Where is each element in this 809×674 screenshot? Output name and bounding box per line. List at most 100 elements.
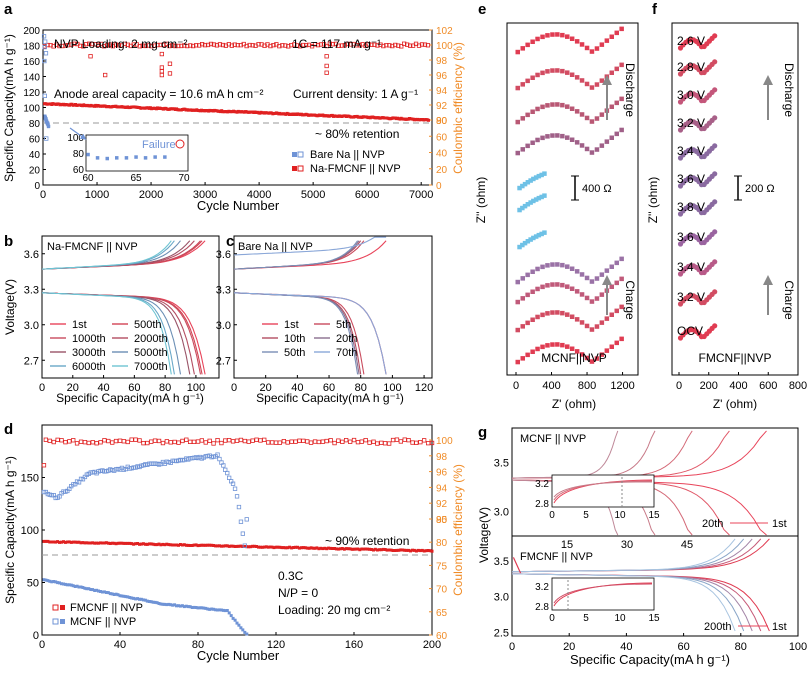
capacity-point-mcnf	[167, 602, 171, 606]
efficiency-point-fmcnf	[244, 43, 249, 49]
nyquist-point-e	[531, 176, 536, 182]
capacity-point-mcnf	[81, 586, 85, 589]
nyquist-point-e	[533, 197, 539, 202]
capacity-point-mcnf	[128, 596, 132, 599]
efficiency-point-mcnf	[240, 531, 246, 536]
capacity-point-fmcnf	[366, 547, 370, 551]
x-tick-label: 60	[128, 382, 140, 394]
capacity-point-fmcnf	[276, 545, 280, 549]
nyquist-point-f	[712, 59, 718, 65]
y-tick-label: 150	[21, 473, 39, 485]
capacity-point-fmcnf	[134, 542, 138, 546]
nyquist-point-e	[530, 140, 535, 145]
capacity-point-fmcnf	[91, 541, 95, 545]
capacity-point-fmcnf	[301, 546, 305, 550]
inset-y-tick-label: 3.2	[535, 582, 549, 593]
y-ticks-a: 0 20 40 60 80 100 120 140 160 180 200	[23, 26, 46, 192]
capacity-point-mcnf	[87, 587, 91, 591]
capacity-point-fmcnf	[120, 541, 124, 545]
voltage-label-f: 3.2 V	[677, 116, 705, 130]
nyquist-point-e	[599, 320, 605, 325]
inset-data-point	[134, 155, 138, 159]
nyquist-point-e	[542, 193, 547, 198]
legend-marker-mcnf-filled-d	[60, 619, 65, 624]
efficiency-point-fmcnf	[425, 43, 431, 48]
capacity-point-fmcnf	[362, 547, 366, 551]
nyquist-point-e	[540, 70, 545, 76]
efficiency-point-fmcnf	[402, 437, 407, 442]
capacity-point-mcnf	[155, 601, 159, 605]
nyquist-point-e	[574, 349, 580, 354]
nyquist-point-e	[599, 78, 605, 83]
nyquist-point-e	[539, 172, 544, 178]
efficiency-point-fmcnf	[180, 438, 185, 444]
discharge-curve-fmcnf	[512, 573, 736, 632]
efficiency-point-fmcnf	[354, 43, 359, 48]
x-tick-top-label: 45	[681, 539, 693, 551]
efficiency-point-fmcnf	[422, 42, 428, 47]
efficiency-point-fmcnf	[158, 42, 163, 48]
legend-label-10th: 10th	[284, 333, 305, 345]
y-tick-right-label: 85	[436, 515, 448, 526]
nyquist-point-e	[584, 323, 590, 329]
voltage-labels-f: 2.6 V 2.8 V 3.0 V 3.2 V 3.4 V 3.6 V 3.8 V 3.6 V…	[677, 34, 705, 338]
capacity-point-fmcnf	[54, 540, 58, 544]
capacity-point-fmcnf	[346, 547, 350, 551]
capacity-point-fmcnf	[106, 541, 110, 545]
charge-label-f: Charge	[782, 280, 796, 320]
y-tick-label: 3.5	[494, 457, 509, 469]
capacity-point-fmcnf	[216, 544, 219, 548]
y-tick-label: 0	[33, 630, 39, 642]
capacity-point-fmcnf	[180, 543, 184, 547]
nyquist-point-e	[589, 279, 595, 284]
inset-pointer-arrow	[69, 127, 87, 140]
y-tick-label: 2.7	[24, 355, 39, 367]
capacity-point-fmcnf	[319, 546, 323, 550]
capacity-point-fmcnf	[258, 545, 262, 549]
efficiency-point-fmcnf	[386, 441, 392, 446]
nyquist-point-e	[574, 39, 580, 44]
x-tick-label: 120	[415, 382, 433, 394]
efficiency-point-fmcnf	[196, 43, 202, 48]
capacity-point-fmcnf	[297, 546, 301, 550]
capacity-point-fmcnf	[243, 545, 247, 548]
capacity-point-fmcnf	[235, 544, 239, 548]
nyquist-point-f	[712, 115, 718, 121]
efficiency-point-fmcnf	[205, 42, 211, 48]
capacity-point-fmcnf	[139, 542, 143, 546]
legend-label-3000th: 3000th	[72, 347, 106, 359]
efficiency-point-fmcnf	[375, 43, 380, 48]
efficiency-point-fmcnf	[351, 437, 357, 443]
inset-x-tick-label: 60	[82, 173, 94, 184]
efficiency-point-fmcnf	[234, 438, 240, 443]
nyquist-point-e	[565, 135, 570, 140]
capacity-point-mcnf	[71, 584, 75, 588]
capacity-point-fmcnf	[177, 543, 180, 547]
capacity-point-fmcnf	[161, 542, 165, 546]
capacity-point-fmcnf	[430, 549, 434, 553]
efficiency-point-fmcnf	[414, 440, 419, 446]
nyquist-point-e	[604, 268, 610, 273]
y-axis-label-a: Specific Capacity(mA h g⁻¹)	[2, 34, 16, 182]
annotation-loading-d: Loading: 20 mg cm⁻²	[278, 603, 390, 617]
capacity-point-fmcnf	[381, 547, 385, 551]
capacity-point-fmcnf	[114, 542, 118, 546]
nyquist-point-e	[520, 324, 525, 329]
voltage-label-f: 3.4 V	[677, 260, 705, 274]
x-tick-label: 800	[578, 380, 596, 392]
nyquist-point-e	[599, 272, 605, 277]
efficiency-point-fmcnf	[229, 43, 235, 48]
efficiency-point-fmcnf	[125, 42, 130, 47]
capacity-point-mcnf	[95, 588, 99, 592]
y-tick-right-label: 70	[436, 585, 448, 596]
nyquist-point-e	[594, 356, 600, 361]
efficiency-point-fmcnf	[164, 439, 170, 444]
capacity-point-fmcnf	[286, 546, 290, 550]
capacity-point-mcnf	[225, 609, 229, 612]
capacity-point-fmcnf	[225, 544, 229, 548]
capacity-point-fmcnf	[249, 545, 253, 549]
capacity-point-fmcnf	[83, 541, 87, 545]
efficiency-point-fmcnf	[66, 43, 71, 48]
inset-data-point	[124, 156, 129, 160]
capacity-point-fmcnf	[383, 548, 387, 551]
